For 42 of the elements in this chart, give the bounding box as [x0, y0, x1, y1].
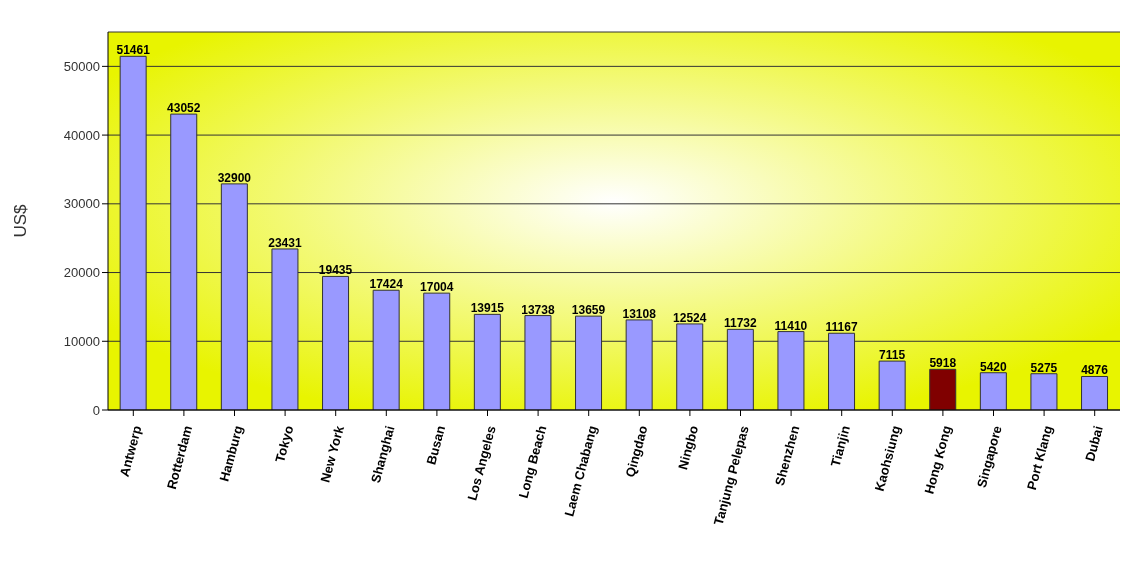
bar — [929, 368, 957, 410]
data-label: 5275 — [1030, 360, 1058, 375]
data-label: 7115 — [879, 348, 906, 363]
y-tick-label: 20000 — [63, 265, 100, 281]
data-label: 43052 — [167, 101, 201, 116]
data-label: 11167 — [825, 320, 858, 335]
x-tick-label: New York — [317, 423, 348, 485]
data-label: 12524 — [673, 310, 707, 325]
x-tick-label: Ningbo — [675, 424, 702, 472]
data-label: 17424 — [369, 277, 404, 292]
x-tick-label: Long Beach — [515, 424, 550, 500]
data-label: 17004 — [420, 280, 454, 295]
data-label: 5918 — [929, 356, 957, 371]
x-tick-label: Busan — [423, 424, 449, 467]
x-tick-label: Dubai — [1082, 424, 1106, 463]
y-tick-label: 10000 — [63, 333, 100, 349]
x-tick-label: Tianjin — [827, 424, 853, 469]
data-label: 4876 — [1081, 363, 1109, 378]
data-label: 23431 — [268, 235, 302, 250]
y-tick-label: 0 — [92, 402, 100, 418]
x-tick-label: Hong Kong — [921, 424, 955, 496]
data-label: 13738 — [521, 302, 555, 317]
data-label: 11732 — [723, 316, 758, 331]
y-axis-title: US$ — [11, 203, 31, 238]
bar — [1030, 373, 1058, 410]
x-tick-label: Port Klang — [1023, 424, 1056, 492]
y-tick-label: 40000 — [63, 127, 100, 143]
y-tick-label: 50000 — [63, 58, 100, 74]
x-tick-label: Qingdao — [622, 424, 651, 479]
data-label: 13915 — [470, 301, 505, 316]
bar — [979, 372, 1007, 410]
data-label: 32900 — [217, 170, 252, 185]
data-label: 13659 — [571, 303, 606, 318]
data-label: 51461 — [116, 43, 151, 58]
data-label: 5420 — [979, 359, 1008, 374]
x-tick-label: Los Angeles — [464, 424, 499, 503]
bar — [1081, 375, 1109, 410]
x-tick-label: Tokyo — [272, 424, 297, 464]
data-label: 11410 — [774, 318, 808, 333]
data-label: 13108 — [622, 306, 657, 321]
y-tick-label: 30000 — [63, 196, 100, 212]
bar — [878, 360, 906, 410]
